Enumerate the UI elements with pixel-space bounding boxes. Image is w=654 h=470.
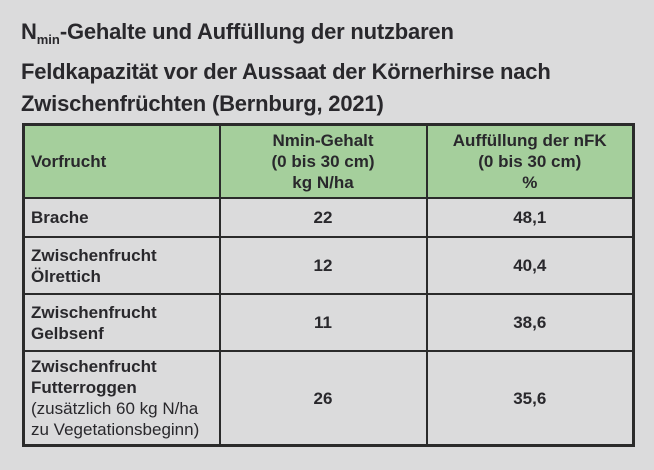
table-row: Zwischenfrucht Futterroggen (zusätzlich 6… [22,350,635,447]
figure-title: Nmin-Gehalte und Auffüllung der nutzbare… [21,16,639,120]
row-label-cell: Zwischenfrucht Ölrettich [22,236,221,295]
nmin-subscript: min [36,32,60,47]
nmin-value: 22 [218,197,428,238]
table-row: Zwischenfrucht Ölrettich 12 40,4 [22,236,635,295]
row-label: Brache [31,208,89,227]
table-row: Brache 22 48,1 [22,197,635,238]
nfk-value: 38,6 [425,293,635,352]
row-label: Zwischenfrucht Futterroggen [31,357,157,397]
title-rest: -Gehalte und Auffüllung der nutzbaren Fe… [21,19,551,116]
table-row: Zwischenfrucht Gelbsenf 11 38,6 [22,293,635,352]
header-nmin: Nmin-Gehalt (0 bis 30 cm) kg N/ha [218,123,428,199]
row-label-cell: Brache [22,197,221,238]
nmin-value: 11 [218,293,428,352]
header-vorfrucht: Vorfrucht [22,123,221,199]
row-label-cell: Zwischenfrucht Gelbsenf [22,293,221,352]
table-header-row: Vorfrucht Nmin-Gehalt (0 bis 30 cm) kg N… [22,123,635,199]
nmin-value: 26 [218,350,428,447]
row-label: Zwischenfrucht Ölrettich [31,245,157,286]
nmin-value: 12 [218,236,428,295]
row-label: Zwischenfrucht Gelbsenf [31,302,157,343]
row-note: (zusätzlich 60 kg N/ha zu Vegetationsbeg… [31,399,200,439]
nfk-value: 35,6 [425,350,635,447]
title-n: N [21,19,37,44]
nfk-value: 48,1 [425,197,635,238]
nfk-value: 40,4 [425,236,635,295]
header-nfk: Auffüllung der nFK (0 bis 30 cm) % [425,123,635,199]
data-table: Vorfrucht Nmin-Gehalt (0 bis 30 cm) kg N… [22,123,635,447]
row-label-cell: Zwischenfrucht Futterroggen (zusätzlich 6… [22,350,221,447]
